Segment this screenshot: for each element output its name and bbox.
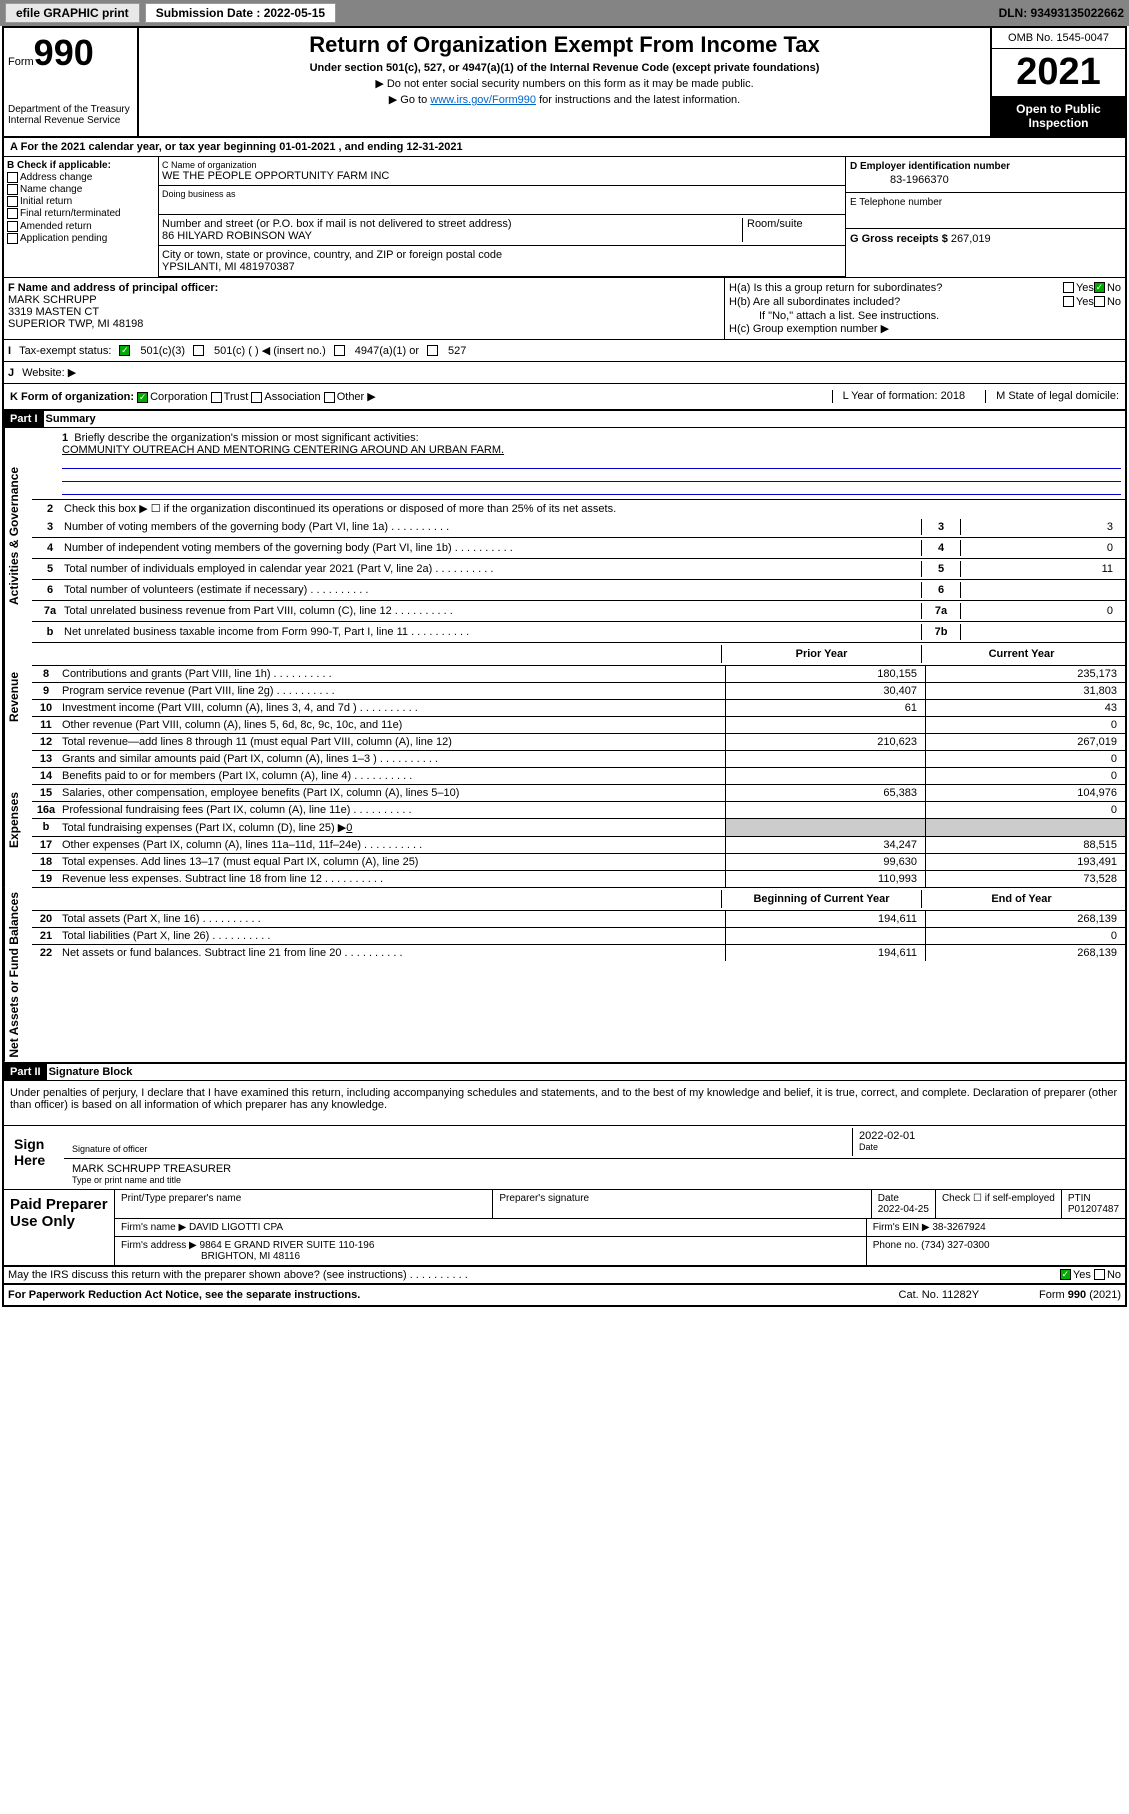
sidelabel-netassets: Net Assets or Fund Balances	[4, 888, 32, 1062]
firm-name: DAVID LIGOTTI CPA	[189, 1222, 283, 1233]
irs-link[interactable]: www.irs.gov/Form990	[430, 94, 536, 106]
ein: 83-1966370	[850, 172, 1121, 188]
form-990: Form990 Department of the Treasury Inter…	[2, 26, 1127, 1307]
line-a: A For the 2021 calendar year, or tax yea…	[4, 138, 1125, 157]
sign-here-label: Sign Here	[4, 1126, 64, 1189]
dln: DLN: 93493135022662	[999, 6, 1124, 20]
org-name: WE THE PEOPLE OPPORTUNITY FARM INC	[162, 170, 842, 182]
section-b: B Check if applicable: Address change Na…	[4, 157, 159, 277]
mission: COMMUNITY OUTREACH AND MENTORING CENTERI…	[62, 444, 1121, 456]
sidelabel-activities: Activities & Governance	[4, 428, 32, 643]
omb: OMB No. 1545-0047	[992, 28, 1125, 49]
paid-preparer-label: Paid Preparer Use Only	[4, 1190, 114, 1265]
dept: Department of the Treasury	[8, 104, 133, 115]
declaration: Under penalties of perjury, I declare th…	[4, 1081, 1125, 1117]
form-title: Return of Organization Exempt From Incom…	[143, 32, 986, 58]
submission-date: Submission Date : 2022-05-15	[145, 3, 336, 23]
officer-name: MARK SCHRUPP	[8, 294, 720, 306]
form-number: 990	[34, 32, 94, 73]
form-ref: Form 990 (2021)	[1039, 1289, 1121, 1301]
paperwork-notice: For Paperwork Reduction Act Notice, see …	[8, 1289, 360, 1301]
officer-name-title: MARK SCHRUPP TREASURER	[72, 1163, 1117, 1175]
open-public: Open to Public Inspection	[992, 96, 1125, 136]
toolbar: efile GRAPHIC print Submission Date : 20…	[0, 0, 1129, 26]
tax-year: 2021	[992, 49, 1125, 96]
city-state-zip: YPSILANTI, MI 481970387	[162, 261, 842, 273]
sidelabel-expenses: Expenses	[4, 751, 32, 888]
subtitle: Under section 501(c), 527, or 4947(a)(1)…	[143, 62, 986, 74]
irs: Internal Revenue Service	[8, 115, 133, 126]
sidelabel-revenue: Revenue	[4, 643, 32, 751]
street-address: 86 HILYARD ROBINSON WAY	[162, 230, 742, 242]
cat-no: Cat. No. 11282Y	[899, 1289, 980, 1301]
form-word: Form	[8, 56, 34, 68]
gross-receipts: 267,019	[951, 233, 991, 245]
note-ssn: ▶ Do not enter social security numbers o…	[143, 77, 986, 90]
efile-print-button[interactable]: efile GRAPHIC print	[5, 3, 140, 23]
